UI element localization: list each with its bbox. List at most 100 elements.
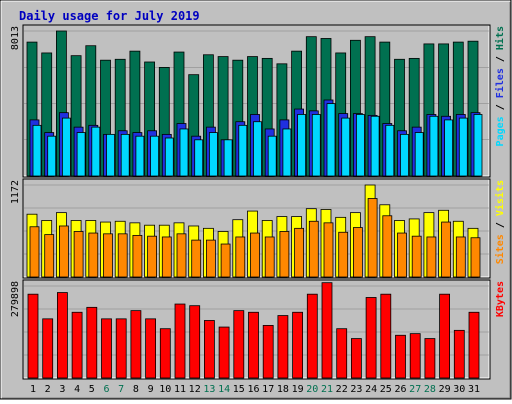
top-panel: 8013 Pages / Files / Hits <box>10 24 506 178</box>
legend-separator: / <box>495 216 506 234</box>
bar-pages-day-31 <box>473 114 483 177</box>
bar-pages-day-29 <box>444 119 454 177</box>
bar-kbytes-day-31 <box>468 311 480 379</box>
x-tick-label-26: 26 <box>394 384 406 395</box>
legend-files: Files <box>494 68 506 98</box>
bar-pages-day-9 <box>150 135 160 177</box>
chart-title: Daily usage for July 2019 <box>19 9 200 23</box>
bar-pages-day-7 <box>120 133 130 177</box>
bar-pages-day-26 <box>400 133 409 177</box>
bar-sites-day-25 <box>382 215 393 278</box>
x-tick-label-13: 13 <box>203 384 215 395</box>
bar-pages-day-4 <box>76 132 86 177</box>
bar-pages-day-22 <box>341 117 351 177</box>
bar-pages-day-13 <box>208 132 218 177</box>
bar-kbytes-day-30 <box>453 329 465 379</box>
bar-sites-day-26 <box>397 232 407 278</box>
bar-kbytes-day-14 <box>218 326 230 379</box>
bar-kbytes-day-22 <box>336 328 348 379</box>
bar-sites-day-24 <box>367 198 378 278</box>
bar-kbytes-day-1 <box>27 293 39 379</box>
bar-sites-day-13 <box>205 239 216 278</box>
bar-sites-day-3 <box>59 225 69 278</box>
legend-kbytes: KBytes <box>495 281 506 317</box>
legend-hits: Hits <box>494 26 506 50</box>
bar-kbytes-day-4 <box>71 311 83 379</box>
bar-kbytes-day-27 <box>409 333 421 379</box>
bar-sites-day-31 <box>470 237 481 278</box>
bar-sites-day-18 <box>279 231 290 278</box>
bar-sites-day-23 <box>352 227 363 278</box>
bar-kbytes-day-3 <box>57 292 68 379</box>
legend-separator: / <box>495 98 506 116</box>
bar-kbytes-day-19 <box>292 311 304 379</box>
bar-kbytes-day-5 <box>86 306 98 379</box>
legend-sites: Sites <box>494 234 506 264</box>
x-tick-label-25: 25 <box>380 384 392 395</box>
bar-kbytes-day-25 <box>380 293 392 379</box>
x-tick-label-24: 24 <box>365 384 377 395</box>
bar-pages-day-27 <box>414 132 424 177</box>
x-tick-label-10: 10 <box>159 384 171 395</box>
bar-pages-day-24 <box>370 115 380 177</box>
x-tick-label-27: 27 <box>409 384 421 395</box>
bar-kbytes-day-23 <box>350 338 362 379</box>
x-tick-label-11: 11 <box>174 384 186 395</box>
top-series-legend: Pages / Files / Hits <box>494 26 506 146</box>
bar-pages-day-2 <box>47 135 57 177</box>
bar-pages-day-28 <box>429 115 439 177</box>
bar-pages-day-25 <box>385 124 395 177</box>
bar-sites-day-22 <box>338 231 349 278</box>
x-tick-label-4: 4 <box>74 384 80 395</box>
bar-kbytes-day-17 <box>262 325 274 379</box>
bar-kbytes-day-13 <box>203 320 215 379</box>
bar-sites-day-14 <box>220 243 231 278</box>
bar-kbytes-day-15 <box>233 310 245 379</box>
x-tick-label-22: 22 <box>336 384 348 395</box>
bar-pages-day-18 <box>282 128 292 177</box>
bar-sites-day-7 <box>117 233 128 278</box>
x-tick-label-8: 8 <box>133 384 139 395</box>
bar-sites-day-27 <box>411 235 422 278</box>
bar-pages-day-21 <box>326 103 336 177</box>
bottom-series-legend: KBytes <box>495 281 506 317</box>
bar-pages-day-6 <box>106 133 115 177</box>
x-tick-label-30: 30 <box>453 384 465 395</box>
bar-sites-day-8 <box>132 234 143 278</box>
x-tick-label-28: 28 <box>424 384 436 395</box>
x-tick-label-5: 5 <box>89 384 95 395</box>
bar-pages-day-3 <box>62 117 71 177</box>
bar-kbytes-day-26 <box>395 334 406 379</box>
bar-pages-day-16 <box>253 121 262 177</box>
bar-sites-day-20 <box>308 220 319 278</box>
bar-pages-day-10 <box>164 137 174 177</box>
x-tick-label-16: 16 <box>247 384 259 395</box>
bar-kbytes-day-12 <box>189 305 201 379</box>
bar-pages-day-23 <box>355 114 365 177</box>
x-tick-label-9: 9 <box>148 384 154 395</box>
bar-sites-day-10 <box>161 236 172 278</box>
bar-sites-day-11 <box>176 233 187 278</box>
x-tick-label-17: 17 <box>262 384 274 395</box>
bar-kbytes-day-24 <box>365 297 377 379</box>
x-tick-label-18: 18 <box>277 384 289 395</box>
bar-sites-day-12 <box>191 239 202 278</box>
bar-pages-day-5 <box>91 126 101 177</box>
bar-sites-day-4 <box>73 231 84 278</box>
bar-kbytes-day-9 <box>145 318 157 379</box>
bar-kbytes-day-29 <box>439 293 451 379</box>
x-tick-label-6: 6 <box>103 384 109 395</box>
bar-kbytes-day-7 <box>115 318 127 379</box>
chart-panels: 8013 Pages / Files / Hits 1172 Sites / Visi… <box>10 24 506 380</box>
bar-pages-day-15 <box>238 124 248 177</box>
x-tick-label-29: 29 <box>439 384 451 395</box>
x-tick-label-15: 15 <box>233 384 245 395</box>
bar-pages-day-8 <box>135 135 145 177</box>
x-tick-label-31: 31 <box>468 384 480 395</box>
bar-sites-day-15 <box>235 236 246 278</box>
bar-sites-day-5 <box>88 232 99 278</box>
legend-separator: / <box>495 50 506 68</box>
bar-sites-day-29 <box>441 221 452 278</box>
